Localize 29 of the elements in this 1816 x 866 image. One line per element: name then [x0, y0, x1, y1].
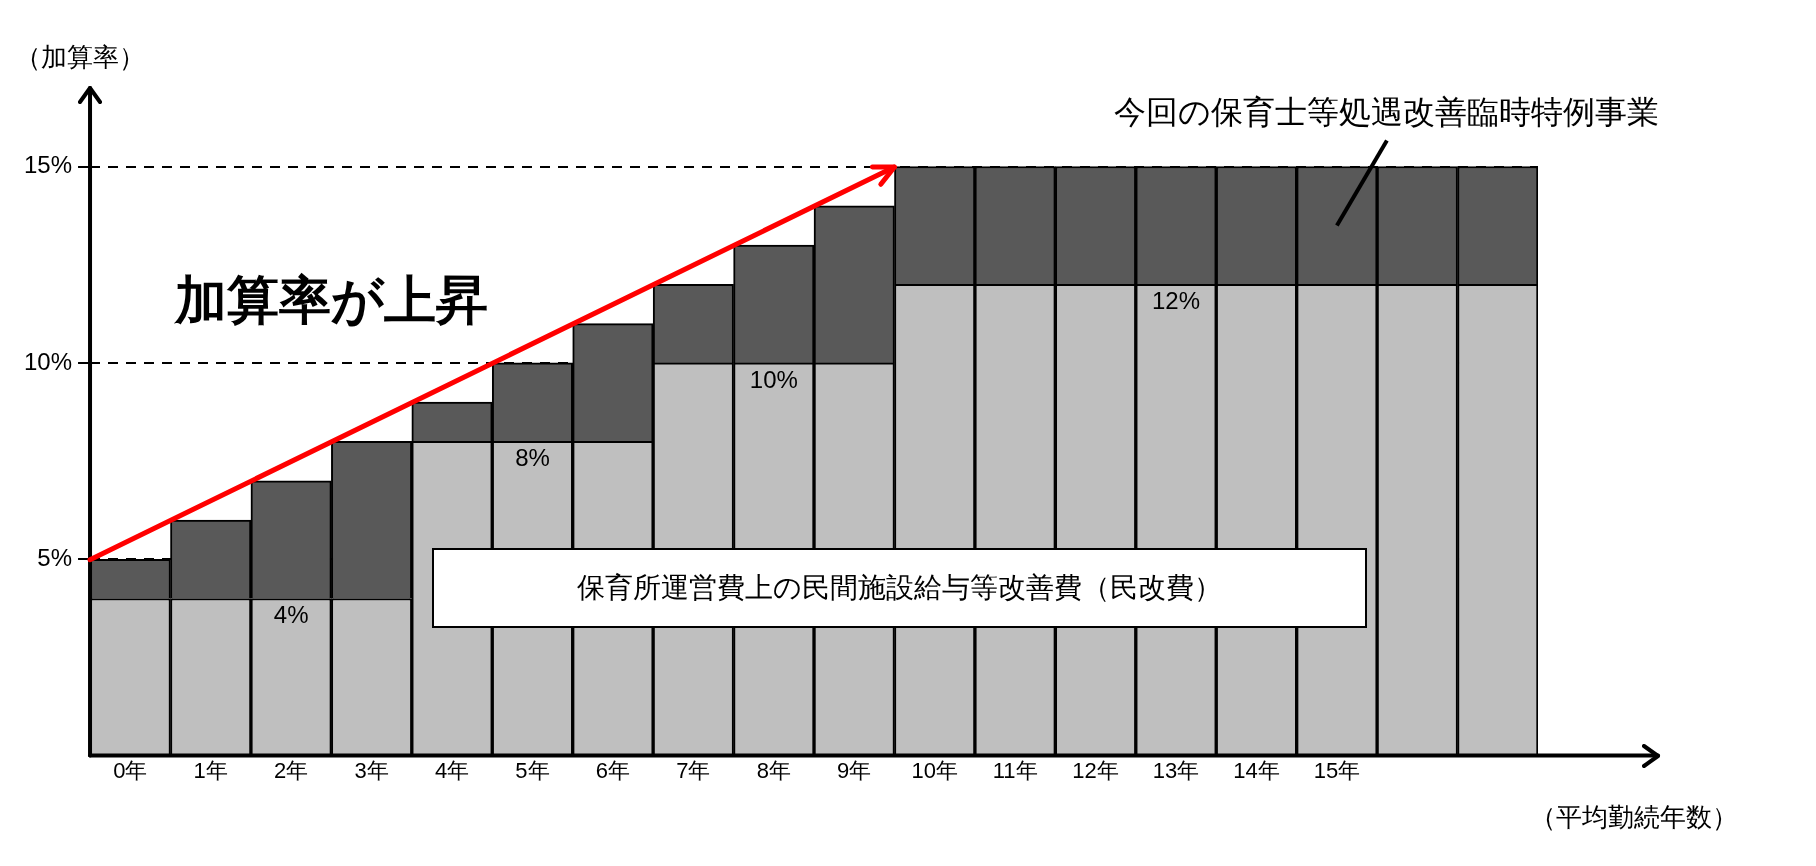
data-label: 12%	[1151, 286, 1201, 314]
data-label: 10%	[749, 365, 798, 393]
x-tick-label: 2年	[274, 757, 309, 783]
series-label: 保育所運営費上の民間施設給与等改善費（民改費）	[576, 570, 1222, 605]
x-tick-label: 9年	[837, 757, 872, 783]
x-tick-label: 4年	[434, 757, 470, 783]
x-tick-label: 7年	[676, 757, 711, 783]
x-tick-label: 13年	[1152, 757, 1200, 783]
annotation: 加算率が上昇	[172, 271, 488, 330]
y-tick-label: 10%	[23, 347, 73, 375]
x-axis-title: （平均勤続年数）	[1530, 801, 1738, 832]
y-tick-label: 5%	[37, 543, 73, 571]
x-tick-label: 14年	[1233, 757, 1280, 783]
x-tick-label: 5年	[515, 757, 550, 783]
x-tick-label: 10年	[911, 757, 958, 783]
x-tick-label: 8年	[756, 757, 791, 783]
data-label: 4%	[273, 601, 309, 629]
x-tick-label: 12年	[1072, 757, 1119, 783]
y-tick-label: 15%	[23, 151, 73, 179]
x-tick-label: 0年	[113, 757, 148, 783]
x-tick-label: 3年	[354, 757, 389, 783]
caption-box: 保育所運営費上の民間施設給与等改善費（民改費）	[432, 547, 1367, 628]
series-label: 今回の保育士等処遇改善臨時特例事業	[1114, 94, 1660, 131]
x-tick-label: 6年	[595, 757, 631, 783]
y-axis-title: （加算率）	[15, 42, 146, 73]
x-tick-label: 1年	[193, 757, 228, 783]
data-label: 8%	[515, 444, 550, 472]
x-tick-label: 15年	[1313, 757, 1361, 783]
x-tick-label: 11年	[992, 757, 1038, 783]
